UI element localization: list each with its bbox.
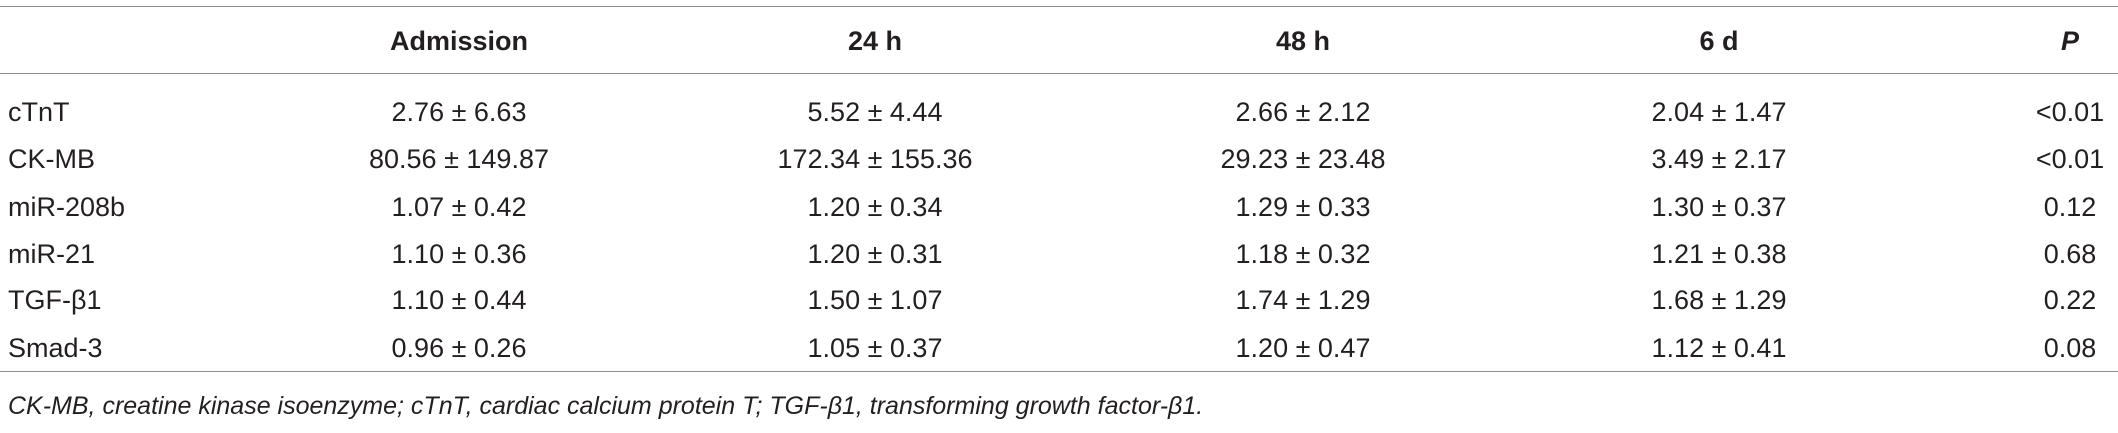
table-cell: 1.12 ± 0.41: [1651, 333, 1787, 363]
table-cell: 1.50 ± 1.07: [807, 285, 943, 315]
table-cell: 2.76 ± 6.63: [391, 97, 527, 127]
table-cell: <0.01: [2035, 144, 2105, 174]
header-rule: [0, 73, 2118, 74]
column-header: P: [2060, 26, 2080, 56]
table-cell: <0.01: [2035, 97, 2105, 127]
table-cell: 0.96 ± 0.26: [391, 333, 527, 363]
table-cell: 1.74 ± 1.29: [1235, 285, 1371, 315]
row-label: TGF-β1: [8, 285, 102, 315]
table-cell: 1.20 ± 0.34: [807, 192, 943, 222]
row-label: miR-208b: [8, 192, 126, 222]
table-cell: 1.10 ± 0.36: [391, 239, 527, 269]
bottom-rule: [0, 371, 2118, 372]
table-cell: 5.52 ± 4.44: [807, 97, 943, 127]
row-label: cTnT: [8, 97, 70, 127]
table-cell: 1.29 ± 0.33: [1235, 192, 1371, 222]
table-cell: 0.12: [2043, 192, 2097, 222]
table-cell: 1.10 ± 0.44: [391, 285, 527, 315]
table-cell: 0.08: [2043, 333, 2097, 363]
table-cell: 1.05 ± 0.37: [807, 333, 943, 363]
table-cell: 29.23 ± 23.48: [1220, 144, 1386, 174]
table-cell: 2.04 ± 1.47: [1651, 97, 1787, 127]
table-cell: 3.49 ± 2.17: [1651, 144, 1787, 174]
table-cell: 1.68 ± 1.29: [1651, 285, 1787, 315]
table-cell: 80.56 ± 149.87: [369, 144, 549, 174]
column-header: 48 h: [1275, 26, 1331, 56]
column-header: 6 d: [1699, 26, 1739, 56]
table-cell: 0.22: [2043, 285, 2097, 315]
row-label: CK-MB: [8, 144, 95, 174]
column-header: 24 h: [847, 26, 903, 56]
table-cell: 1.07 ± 0.42: [391, 192, 527, 222]
table-cell: 1.18 ± 0.32: [1235, 239, 1371, 269]
table-cell: 172.34 ± 155.36: [777, 144, 973, 174]
column-header: Admission: [389, 26, 529, 56]
footnote: CK-MB, creatine kinase isoenzyme; cTnT, …: [8, 392, 1204, 420]
top-rule: [0, 6, 2118, 7]
table-cell: 0.68: [2043, 239, 2097, 269]
table-cell: 1.20 ± 0.47: [1235, 333, 1371, 363]
table-cell: 2.66 ± 2.12: [1235, 97, 1371, 127]
table-cell: 1.21 ± 0.38: [1651, 239, 1787, 269]
table-cell: 1.30 ± 0.37: [1651, 192, 1787, 222]
table-cell: 1.20 ± 0.31: [807, 239, 943, 269]
row-label: miR-21: [8, 239, 96, 269]
row-label: Smad-3: [8, 333, 103, 363]
